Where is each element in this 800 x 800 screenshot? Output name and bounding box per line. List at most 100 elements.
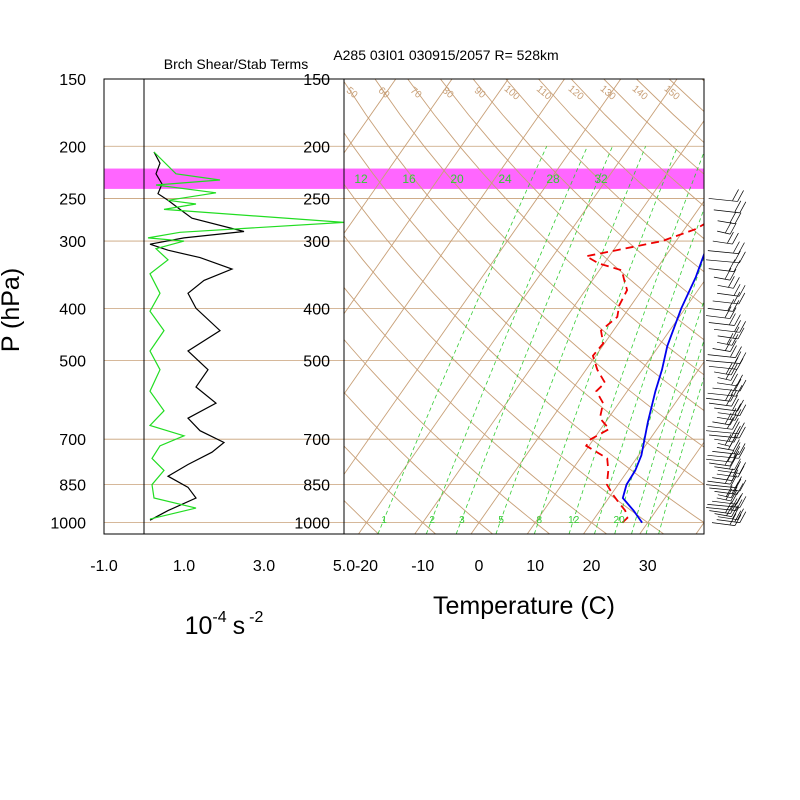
wind-barb-flag <box>733 421 740 433</box>
stability-line <box>147 151 345 520</box>
wind-barb-flag <box>732 232 739 245</box>
wind-barb-shaft <box>708 198 738 202</box>
wind-barb-flag <box>735 476 742 488</box>
wind-barb-flag <box>724 267 732 280</box>
wind-barb-flag <box>729 268 737 281</box>
chart-title: A285 03I01 030915/2057 R= 528km <box>333 47 558 63</box>
wind-barb-flag <box>734 409 742 421</box>
wind-barb-flag <box>739 404 747 416</box>
isotherm-line <box>526 280 704 534</box>
left-panel-x-ticks: -1.0 1.0 3.0 5.0 <box>90 558 355 575</box>
wind-barb-shaft <box>708 322 735 326</box>
wind-barb-flag <box>737 508 744 520</box>
wind-barb-flag <box>733 277 740 289</box>
wind-barb-shaft <box>716 416 736 421</box>
isotherm-line <box>344 79 565 395</box>
wind-barb-shaft <box>713 328 740 333</box>
wind-barbs <box>705 189 747 526</box>
wind-barb-flag <box>739 426 746 439</box>
left-x-tick-label: 5.0 <box>333 558 355 575</box>
dry-adiabat-line <box>344 131 704 485</box>
wind-barb-flag <box>739 352 747 364</box>
wind-barb-flag <box>734 458 741 470</box>
skewt-x-tick-label: 30 <box>639 558 657 575</box>
wind-barb-flag <box>739 321 746 333</box>
wind-barb-flag <box>733 291 741 304</box>
dry-adiabat-line <box>344 286 607 534</box>
wind-barb-flag <box>739 251 746 263</box>
wind-barb-shaft <box>717 412 740 417</box>
wind-barb-flag <box>739 379 747 392</box>
left-panel-xlabel: 10-4 s -2 <box>185 609 264 640</box>
dry-adiabat-line <box>374 79 704 412</box>
mixing-ratio-upper-label: 20 <box>450 172 464 186</box>
wind-barb-flag <box>729 454 737 467</box>
wind-barb-flag <box>738 242 745 254</box>
wind-barb-flag <box>724 434 732 446</box>
mixing-ratio-line <box>631 299 704 534</box>
wind-barb-shaft <box>707 250 739 254</box>
skewt-xlabel: Temperature (C) <box>433 592 615 620</box>
skewt-x-tick-label: 20 <box>583 558 601 575</box>
wind-barb-shaft <box>706 430 739 435</box>
wind-barb-flag <box>730 345 737 357</box>
wind-barb-shaft <box>717 377 731 381</box>
wind-barb-flag <box>734 514 742 526</box>
pressure-tick-label: 500 <box>303 354 330 371</box>
wind-barb-flag <box>731 334 739 346</box>
mixing-ratio-line <box>594 207 704 534</box>
dry-adiabat-line <box>407 79 704 376</box>
wind-barb-shaft <box>709 510 731 514</box>
temperature-profile <box>583 223 704 524</box>
wind-barb-shaft <box>712 348 731 352</box>
wind-barb-flag <box>730 502 737 514</box>
wind-barb-flag <box>734 510 742 522</box>
wind-barb-shaft <box>707 307 733 312</box>
wind-barb-flag <box>732 326 740 339</box>
mixing-ratio-label: 2 <box>429 515 435 526</box>
pressure-tick-label: 150 <box>303 72 330 89</box>
wind-barb-shaft <box>714 513 732 517</box>
isotherm-line <box>583 361 704 534</box>
wind-barb-flag <box>732 507 739 519</box>
pressure-ticks-middle: 150 200 250 300 400 500 700 850 1000 <box>294 72 330 533</box>
pressure-tick-label: 250 <box>303 191 330 208</box>
xlabel-exp: -4 <box>212 609 226 626</box>
isotherm-line <box>358 79 678 534</box>
left-x-tick-label: -1.0 <box>90 558 118 575</box>
wind-barb-flag <box>731 505 738 517</box>
wind-barb-flag <box>732 189 739 201</box>
wind-barb-shaft <box>706 484 736 488</box>
wind-barb-flag <box>726 468 734 480</box>
skewt-x-tick-label: 10 <box>526 558 544 575</box>
wind-barb-shaft <box>717 292 740 297</box>
wind-barb-flag <box>724 221 732 234</box>
wind-barb-flag <box>731 373 738 385</box>
isotherm-line <box>470 200 704 534</box>
wind-barb-flag <box>733 241 740 253</box>
wind-barb-flag <box>737 327 745 340</box>
wind-barb-flag <box>739 479 747 492</box>
wind-barb-shaft <box>705 315 731 319</box>
wind-barb-shaft <box>716 341 733 346</box>
pressure-tick-label: 150 <box>59 72 86 89</box>
wind-barb-shaft <box>707 504 741 508</box>
wind-barb-flag <box>736 374 743 386</box>
wind-barb-flag <box>734 478 742 491</box>
wind-barb-shaft <box>717 284 734 289</box>
wind-barb-shaft <box>706 360 740 364</box>
wind-barb-shaft <box>716 519 740 523</box>
wind-barb-shaft <box>705 259 740 264</box>
isotherm-line <box>414 120 704 534</box>
wind-barb-flag <box>730 489 738 502</box>
mixing-ratio-line <box>495 146 646 534</box>
wind-barb-flag <box>735 499 743 511</box>
dry-adiabat-line <box>505 79 704 273</box>
wind-barb-flag <box>729 413 737 426</box>
wind-barb-flag <box>730 369 738 381</box>
wind-barb-flag <box>739 201 747 214</box>
wind-barb-flag <box>725 339 732 351</box>
xlabel-base: 10 <box>185 612 213 640</box>
wind-barb-flag <box>734 461 741 473</box>
